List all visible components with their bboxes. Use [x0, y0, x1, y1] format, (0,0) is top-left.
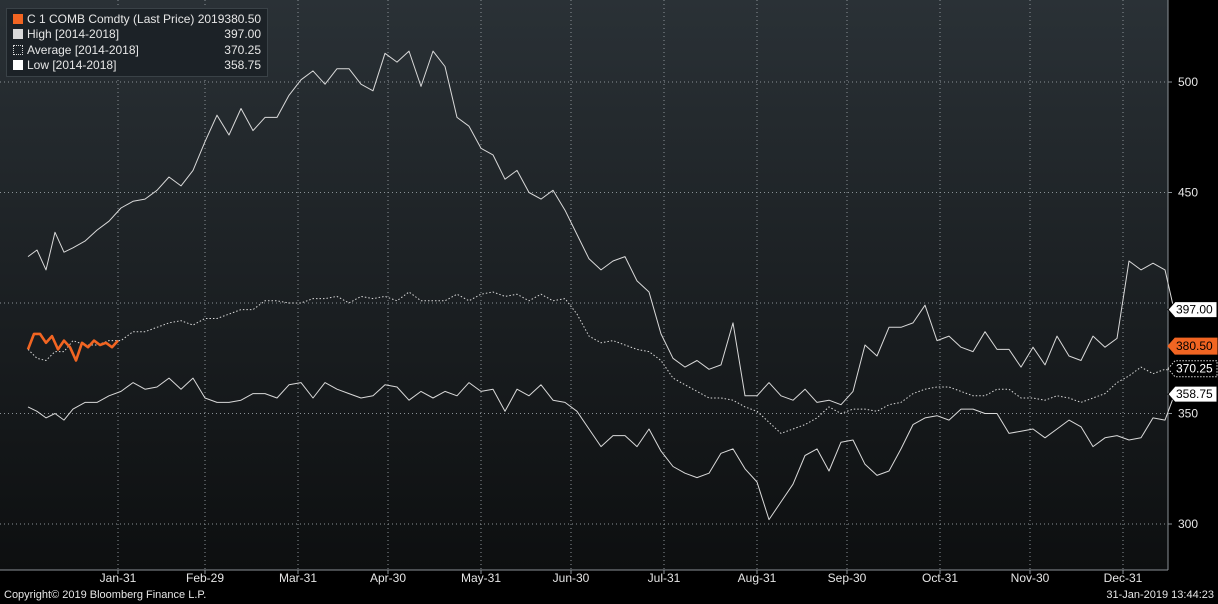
x-tick-label: Dec-31 [1104, 571, 1143, 585]
x-tick-label: May-31 [461, 571, 501, 585]
legend-swatch-white [13, 60, 23, 71]
y-axis-panel [1168, 0, 1218, 570]
x-tick-label: Oct-31 [922, 571, 958, 585]
tag-value: 397.00 [1176, 303, 1213, 317]
x-tick-label: Jun-30 [553, 571, 590, 585]
tag-shape [1167, 337, 1218, 355]
x-tick-label: Feb-29 [186, 571, 224, 585]
tag-shape [1167, 301, 1218, 319]
legend-swatch-solid [13, 29, 23, 40]
plot-background [0, 0, 1168, 570]
y-tick-label: 500 [1178, 75, 1198, 89]
series-line-last-price [26, 332, 119, 362]
y-axis-ticks: 300 350 450 500 [1168, 75, 1198, 531]
x-tick-label: Jan-31 [100, 571, 137, 585]
y-tick-label: 300 [1178, 517, 1198, 531]
x-axis-ticks: Jan-31 Feb-29 Mar-31 Apr-30 May-31 Jun-30 Jul-… [100, 570, 1143, 585]
series-line-low [27, 377, 1175, 521]
tag-value: 380.50 [1176, 339, 1213, 353]
legend-item-average: Average [2014-2018] 370.25 [13, 42, 261, 58]
legend-swatch-orange [13, 13, 23, 24]
timestamp-text: 31-Jan-2019 13:44:23 [1106, 589, 1214, 601]
x-tick-label: Nov-30 [1011, 571, 1050, 585]
legend: C 1 COMB Comdty (Last Price) 2019 380.50… [6, 8, 268, 77]
legend-item-low: Low [2014-2018] 358.75 [13, 58, 261, 74]
legend-item-last-price: C 1 COMB Comdty (Last Price) 2019 380.50 [13, 11, 261, 27]
series-line-average [27, 291, 1175, 434]
x-tick-label: Mar-31 [279, 571, 317, 585]
last-value-tag-high: 397.00 [1167, 301, 1218, 319]
x-tick-label: Apr-30 [370, 571, 406, 585]
copyright-text: Copyright© 2019 Bloomberg Finance L.P. [4, 589, 207, 601]
last-value-tag-average: 370.25 [1167, 360, 1218, 378]
x-tick-label: Aug-31 [738, 571, 777, 585]
legend-label: Average [2014-2018] [27, 42, 139, 57]
grid-lines [0, 0, 1168, 570]
y-tick-label: 450 [1178, 186, 1198, 200]
legend-item-high: High [2014-2018] 397.00 [13, 27, 261, 43]
tag-shape [1167, 385, 1218, 403]
tag-value: 358.75 [1176, 387, 1213, 401]
series-line-high [27, 50, 1175, 406]
x-tick-label: Jul-31 [648, 571, 681, 585]
series-lines [26, 50, 1175, 521]
legend-value: 370.25 [224, 42, 261, 57]
tag-shape [1167, 360, 1218, 378]
legend-label: C 1 COMB Comdty (Last Price) 2019 [27, 11, 225, 26]
y-tick-label: 350 [1178, 407, 1198, 421]
legend-label: High [2014-2018] [27, 27, 120, 42]
legend-value: 358.75 [224, 58, 261, 73]
legend-swatch-dotted [13, 44, 23, 55]
last-value-tags: 397.00 380.50 370.25 358.75 [1167, 301, 1218, 403]
legend-value: 397.00 [224, 27, 261, 42]
x-tick-label: Sep-30 [828, 571, 867, 585]
last-value-tag-last-price: 380.50 [1167, 337, 1218, 355]
legend-label: Low [2014-2018] [27, 58, 117, 73]
legend-value: 380.50 [224, 11, 262, 26]
last-value-tag-low: 358.75 [1167, 385, 1218, 403]
x-axis-panel [0, 570, 1218, 604]
tag-value: 370.25 [1176, 362, 1213, 376]
